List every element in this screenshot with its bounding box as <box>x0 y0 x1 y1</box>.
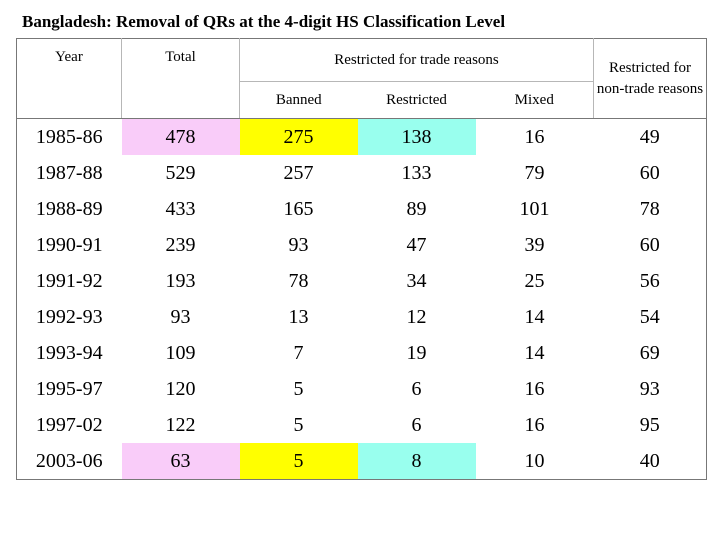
page-title: Bangladesh: Removal of QRs at the 4-digi… <box>22 12 506 31</box>
table-row: 1987-88 529 257 133 79 60 <box>17 155 707 191</box>
header-trade-group: Restricted for trade reasons <box>238 38 594 82</box>
restricted-cell: 133 <box>401 161 432 184</box>
nontrade-cell: 69 <box>639 341 660 364</box>
mixed-cell: 79 <box>524 161 545 184</box>
table-row: 1993-94 109 7 19 14 69 <box>17 335 707 371</box>
restricted-cell: 6 <box>411 377 422 400</box>
total-cell: 239 <box>165 233 196 256</box>
restricted-cell: 47 <box>406 233 427 256</box>
nontrade-cell: 49 <box>639 125 660 148</box>
total-cell: 478 <box>121 118 240 155</box>
table-row: 1990-91 239 93 47 39 60 <box>17 227 707 263</box>
header-mixed: Mixed <box>475 81 594 118</box>
total-cell: 122 <box>165 413 196 436</box>
year-cell: 1995-97 <box>35 377 103 400</box>
year-cell: 1992-93 <box>35 305 103 328</box>
total-cell: 193 <box>165 269 196 292</box>
year-cell: 1985-86 <box>35 125 103 148</box>
nontrade-cell: 40 <box>639 449 660 472</box>
nontrade-cell: 60 <box>639 233 660 256</box>
header-row: Year Total Restricted for trade reasons … <box>17 38 707 118</box>
nontrade-cell: 60 <box>639 161 660 184</box>
restricted-cell: 12 <box>406 305 427 328</box>
header-divider <box>16 118 707 119</box>
mixed-cell: 14 <box>524 341 545 364</box>
nontrade-cell: 95 <box>639 413 660 436</box>
banned-cell: 5 <box>293 377 304 400</box>
year-cell: 1993-94 <box>35 341 103 364</box>
banned-cell: 93 <box>288 233 309 256</box>
header-restricted: Restricted <box>357 81 476 118</box>
table-row: 1997-02 122 5 6 16 95 <box>17 407 707 443</box>
total-cell: 529 <box>165 161 196 184</box>
banned-cell: 165 <box>283 197 314 220</box>
total-cell: 93 <box>170 305 191 328</box>
table-row: 1985-86 478 275 138 16 49 <box>17 118 707 155</box>
nontrade-cell: 93 <box>639 377 660 400</box>
nontrade-cell: 56 <box>639 269 660 292</box>
table-row: 1988-89 433 165 89 101 78 <box>17 191 707 227</box>
nontrade-cell: 54 <box>639 305 660 328</box>
qr-removal-table: Year Total Restricted for trade reasons … <box>16 38 708 480</box>
total-cell: 433 <box>165 197 196 220</box>
total-cell: 63 <box>121 443 240 480</box>
table-row: 1991-92 193 78 34 25 56 <box>17 263 707 299</box>
mixed-cell: 16 <box>524 125 545 148</box>
banned-cell: 13 <box>288 305 309 328</box>
total-cell: 120 <box>165 377 196 400</box>
year-cell: 1987-88 <box>35 161 103 184</box>
table-row: 1995-97 120 5 6 16 93 <box>17 371 707 407</box>
restricted-cell: 89 <box>406 197 427 220</box>
total-cell: 109 <box>165 341 196 364</box>
header-total: Total <box>121 38 240 118</box>
header-year: Year <box>55 49 83 65</box>
restricted-cell: 19 <box>406 341 427 364</box>
nontrade-cell: 78 <box>639 197 660 220</box>
table-row: 1992-93 93 13 12 14 54 <box>17 299 707 335</box>
table-row: 2003-06 63 5 8 10 40 <box>17 443 707 480</box>
header-nontrade: Restricted for non-trade reasons <box>593 38 707 118</box>
restricted-cell: 138 <box>357 118 476 155</box>
year-cell: 1991-92 <box>35 269 103 292</box>
banned-cell: 257 <box>283 161 314 184</box>
year-cell: 1990-91 <box>35 233 103 256</box>
year-cell: 2003-06 <box>35 449 103 472</box>
restricted-cell: 8 <box>357 443 476 480</box>
banned-cell: 275 <box>239 118 358 155</box>
banned-cell: 5 <box>293 413 304 436</box>
restricted-cell: 6 <box>411 413 422 436</box>
mixed-cell: 101 <box>519 197 550 220</box>
restricted-cell: 34 <box>406 269 427 292</box>
mixed-cell: 10 <box>524 449 545 472</box>
year-cell: 1988-89 <box>35 197 103 220</box>
mixed-cell: 25 <box>524 269 545 292</box>
mixed-cell: 16 <box>524 377 545 400</box>
banned-cell: 5 <box>239 443 358 480</box>
mixed-cell: 16 <box>524 413 545 436</box>
mixed-cell: 39 <box>524 233 545 256</box>
banned-cell: 78 <box>288 269 309 292</box>
subheader-row: Banned Restricted Mixed <box>17 81 707 118</box>
header-banned: Banned <box>239 81 358 118</box>
year-cell: 1997-02 <box>35 413 103 436</box>
mixed-cell: 14 <box>524 305 545 328</box>
banned-cell: 7 <box>293 341 304 364</box>
